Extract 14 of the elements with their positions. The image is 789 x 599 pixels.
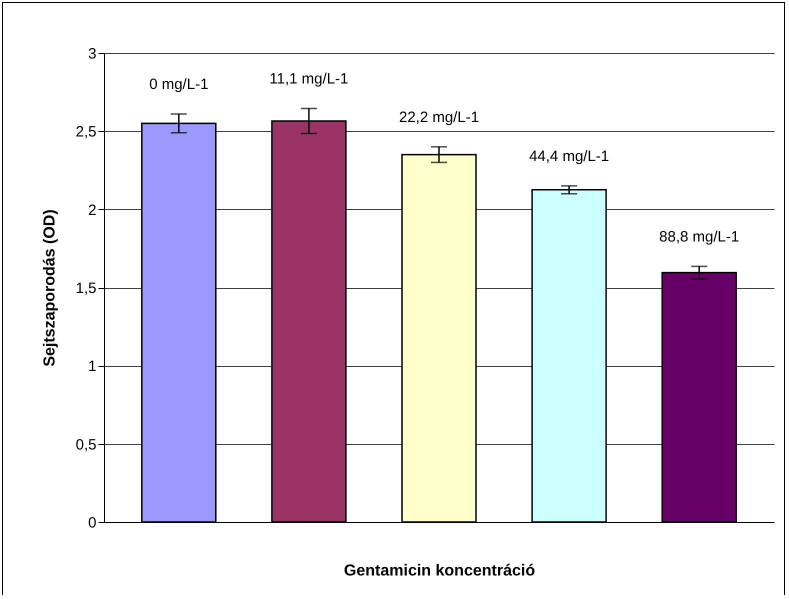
y-tick-label: 2 [88,202,96,219]
y-axis-title: Sejtszaporodás (OD) [42,209,59,367]
y-tick-label: 1 [88,358,96,376]
y-tick-label: 2,5 [76,124,96,141]
y-tick-label: 0 [88,514,96,532]
x-tick-label: 11,1 mg/L-1 [269,70,348,88]
y-tick-label: 1,5 [76,280,96,297]
x-tick-label: 22,2 mg/L-1 [398,108,480,126]
x-tick-label: 88,8 mg/L-1 [659,228,740,246]
x-tick-label: 0 mg/L-1 [149,76,208,93]
x-axis-title: Gentamicin koncentráció [344,562,536,580]
x-tick-label: 44,4 mg/L-1 [529,148,610,165]
y-tick-label: 3 [88,46,96,62]
y-tick-label: 0,5 [76,436,96,454]
